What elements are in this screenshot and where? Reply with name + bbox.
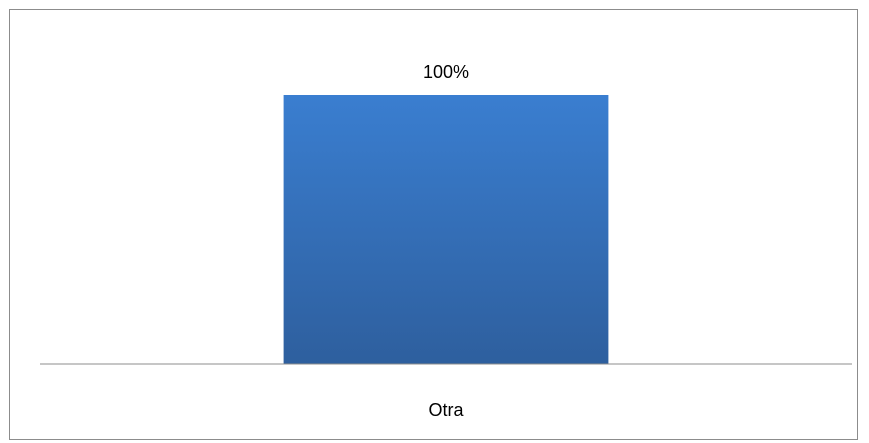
data-label: 100% xyxy=(423,62,469,82)
bars-layer xyxy=(283,95,609,364)
labels-layer: 100% Otra xyxy=(423,62,469,420)
x-tick-label: Otra xyxy=(428,400,464,420)
bar-otra xyxy=(283,95,609,364)
